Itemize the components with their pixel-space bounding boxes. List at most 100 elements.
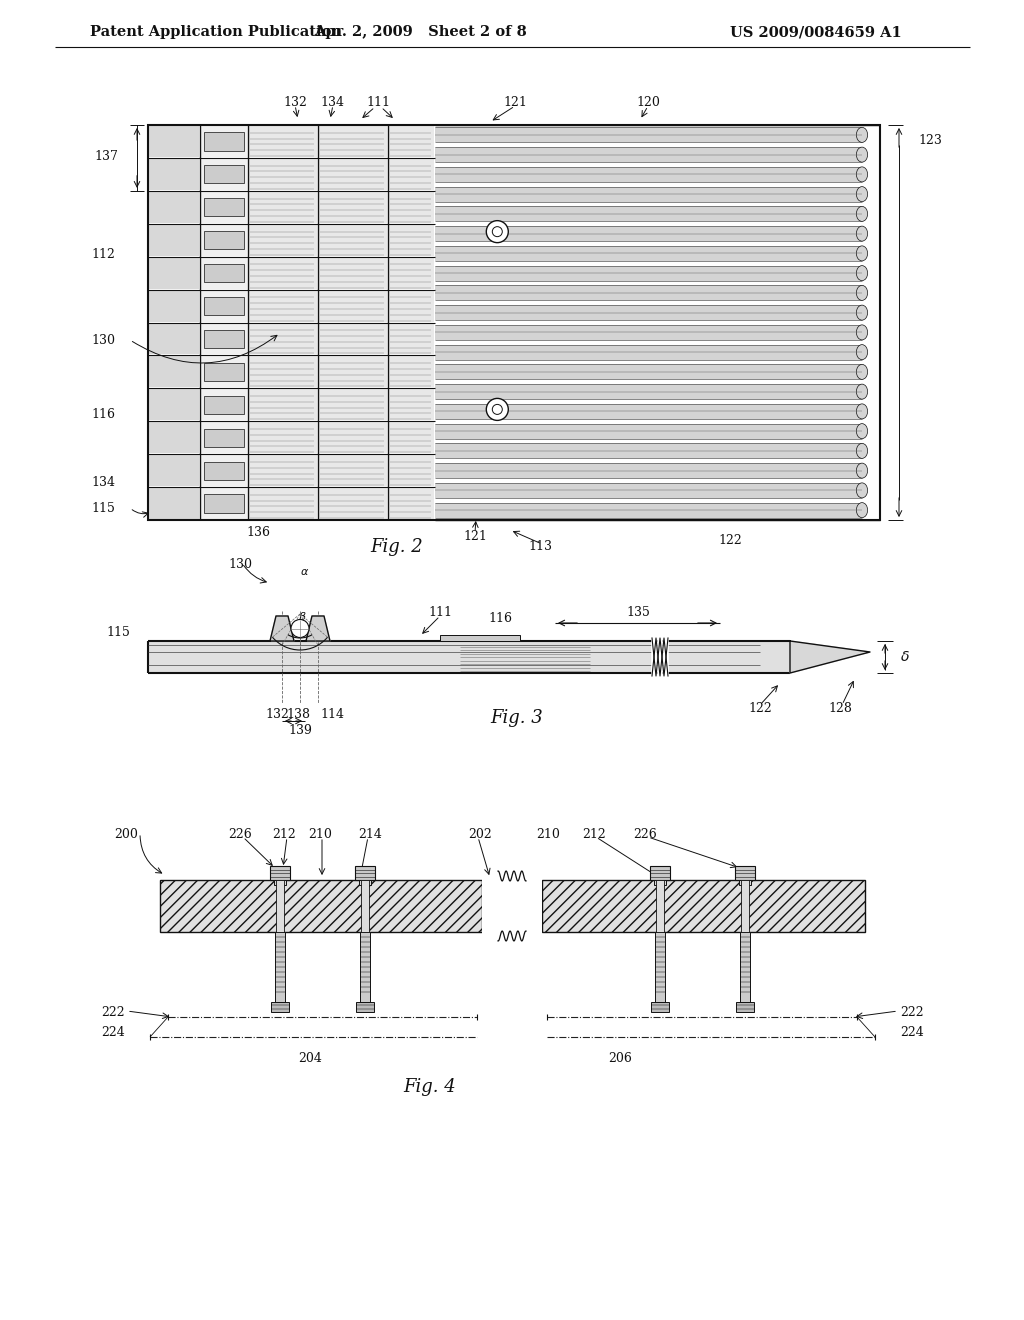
Bar bbox=[148, 642, 790, 673]
Bar bbox=[201, 422, 247, 453]
Ellipse shape bbox=[856, 483, 867, 498]
Bar bbox=[740, 932, 750, 1002]
Bar bbox=[204, 165, 244, 183]
Bar bbox=[150, 323, 199, 354]
Bar bbox=[435, 325, 862, 339]
Bar bbox=[389, 389, 434, 420]
Text: Fig. 2: Fig. 2 bbox=[370, 539, 423, 556]
Text: 210: 210 bbox=[536, 829, 560, 842]
Bar bbox=[435, 265, 862, 281]
Bar bbox=[389, 356, 434, 387]
Bar bbox=[201, 455, 247, 486]
Bar bbox=[270, 866, 290, 880]
Bar bbox=[249, 257, 317, 289]
Text: 132: 132 bbox=[265, 709, 289, 722]
Bar bbox=[655, 932, 665, 1002]
Bar bbox=[319, 158, 387, 190]
Bar bbox=[319, 224, 387, 256]
Bar bbox=[735, 866, 755, 880]
Bar bbox=[435, 226, 862, 242]
Bar bbox=[201, 224, 247, 256]
Bar bbox=[435, 246, 862, 261]
Bar bbox=[389, 257, 434, 289]
Circle shape bbox=[493, 227, 503, 236]
Text: 136: 136 bbox=[246, 525, 270, 539]
Bar bbox=[435, 364, 862, 379]
Text: 111: 111 bbox=[428, 606, 452, 619]
Text: 115: 115 bbox=[91, 502, 115, 515]
Bar bbox=[319, 356, 387, 387]
Bar bbox=[440, 635, 520, 642]
Bar bbox=[542, 880, 865, 932]
Bar bbox=[389, 125, 434, 157]
Bar bbox=[319, 389, 387, 420]
Text: 226: 226 bbox=[633, 829, 656, 842]
Bar bbox=[276, 880, 284, 932]
Bar bbox=[150, 455, 199, 486]
Ellipse shape bbox=[856, 463, 867, 478]
Ellipse shape bbox=[856, 384, 867, 399]
Text: 123: 123 bbox=[918, 133, 942, 147]
Text: 122: 122 bbox=[718, 535, 741, 548]
Bar bbox=[435, 186, 862, 202]
Ellipse shape bbox=[856, 364, 867, 379]
Bar bbox=[651, 1002, 669, 1012]
Text: 212: 212 bbox=[582, 829, 606, 842]
Text: 121: 121 bbox=[463, 529, 487, 543]
Bar bbox=[741, 880, 749, 932]
Bar bbox=[204, 363, 244, 381]
Bar bbox=[435, 206, 862, 222]
Bar bbox=[435, 166, 862, 182]
Ellipse shape bbox=[856, 345, 867, 359]
Bar bbox=[204, 297, 244, 315]
Bar bbox=[150, 389, 199, 420]
Bar bbox=[319, 422, 387, 453]
Text: 204: 204 bbox=[298, 1052, 322, 1065]
Ellipse shape bbox=[856, 246, 867, 261]
Bar bbox=[201, 257, 247, 289]
Circle shape bbox=[486, 220, 508, 243]
Bar bbox=[435, 345, 862, 359]
Bar bbox=[204, 429, 244, 446]
Text: 115: 115 bbox=[106, 627, 130, 639]
Text: Apr. 2, 2009   Sheet 2 of 8: Apr. 2, 2009 Sheet 2 of 8 bbox=[313, 25, 526, 40]
Text: 113: 113 bbox=[528, 540, 552, 553]
Bar bbox=[271, 1002, 289, 1012]
Bar bbox=[319, 257, 387, 289]
Text: 116: 116 bbox=[91, 408, 115, 421]
Bar bbox=[435, 147, 862, 162]
Bar bbox=[389, 488, 434, 519]
Text: Patent Application Publication: Patent Application Publication bbox=[90, 25, 342, 40]
Bar bbox=[204, 132, 244, 150]
Text: US 2009/0084659 A1: US 2009/0084659 A1 bbox=[730, 25, 902, 40]
Bar bbox=[249, 224, 317, 256]
Bar bbox=[249, 125, 317, 157]
Text: 112: 112 bbox=[91, 248, 115, 261]
Bar bbox=[435, 503, 862, 517]
Ellipse shape bbox=[856, 206, 867, 222]
Polygon shape bbox=[306, 616, 330, 642]
Ellipse shape bbox=[856, 305, 867, 321]
Bar bbox=[739, 880, 751, 884]
Bar bbox=[356, 1002, 374, 1012]
Bar bbox=[150, 224, 199, 256]
Bar bbox=[435, 285, 862, 301]
Text: 210: 210 bbox=[308, 829, 332, 842]
Polygon shape bbox=[790, 642, 870, 673]
Circle shape bbox=[291, 619, 309, 638]
Ellipse shape bbox=[856, 226, 867, 242]
Bar bbox=[389, 191, 434, 223]
Ellipse shape bbox=[856, 444, 867, 458]
Bar bbox=[204, 495, 244, 512]
Bar bbox=[435, 404, 862, 418]
Bar bbox=[201, 290, 247, 322]
Text: Fig. 3: Fig. 3 bbox=[490, 709, 543, 727]
Text: 226: 226 bbox=[228, 829, 252, 842]
Polygon shape bbox=[270, 616, 294, 642]
Bar bbox=[150, 422, 199, 453]
Bar bbox=[319, 455, 387, 486]
Text: $\beta$: $\beta$ bbox=[298, 610, 306, 624]
Bar bbox=[150, 290, 199, 322]
Text: 130: 130 bbox=[91, 334, 115, 346]
Bar bbox=[249, 356, 317, 387]
